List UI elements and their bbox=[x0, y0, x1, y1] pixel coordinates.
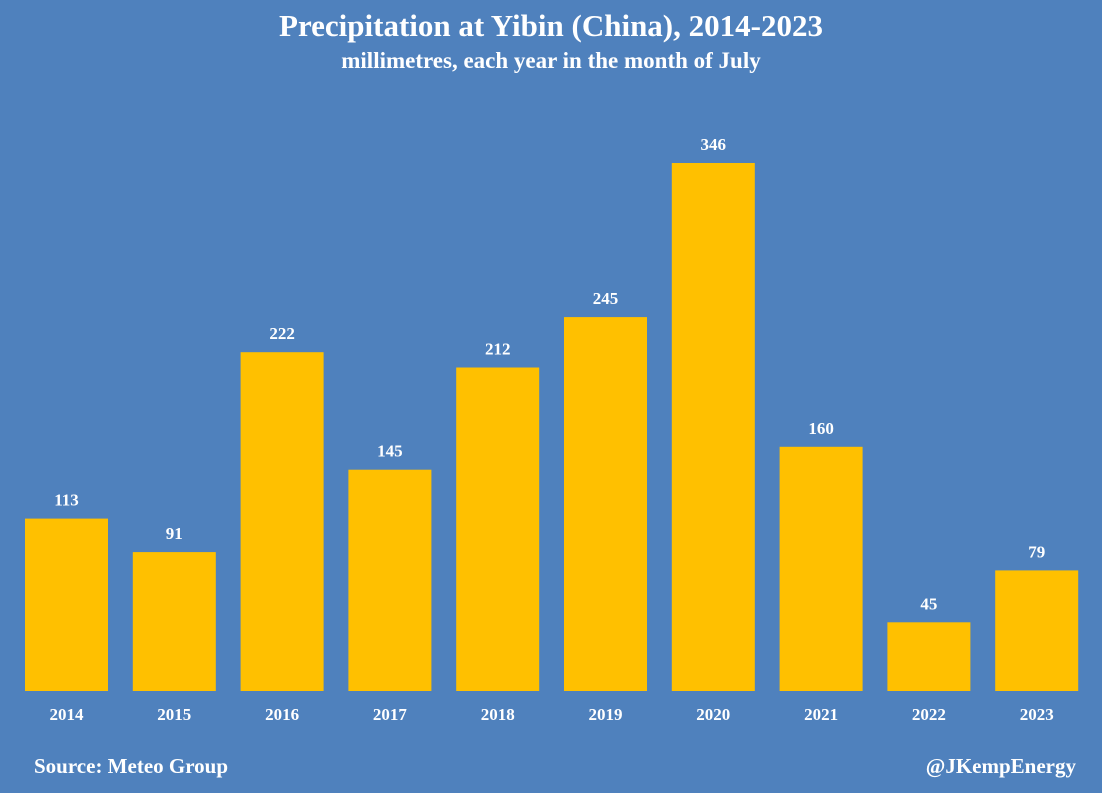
data-label-2017: 145 bbox=[377, 442, 403, 461]
data-label-2021: 160 bbox=[808, 419, 834, 438]
bar-2019 bbox=[564, 317, 647, 691]
bar-2015 bbox=[132, 552, 216, 691]
data-label-2023: 79 bbox=[1028, 542, 1045, 561]
x-tick-label-2014: 2014 bbox=[50, 705, 85, 724]
x-tick-label-2022: 2022 bbox=[912, 705, 946, 724]
bar-2017 bbox=[348, 469, 432, 691]
x-tick-label-2021: 2021 bbox=[804, 705, 838, 724]
bar-2022 bbox=[887, 622, 971, 691]
x-tick-label-2016: 2016 bbox=[265, 705, 299, 724]
data-label-2020: 346 bbox=[701, 135, 727, 154]
bar-2018 bbox=[456, 367, 540, 691]
bar-2016 bbox=[240, 352, 324, 691]
data-label-2014: 113 bbox=[54, 491, 79, 510]
data-label-2016: 222 bbox=[269, 324, 295, 343]
data-label-2022: 45 bbox=[920, 594, 937, 613]
x-tick-label-2023: 2023 bbox=[1020, 705, 1054, 724]
chart-subtitle: millimetres, each year in the month of J… bbox=[341, 48, 761, 73]
data-label-2019: 245 bbox=[593, 289, 619, 308]
bar-2023 bbox=[995, 570, 1079, 691]
x-tick-label-2019: 2019 bbox=[589, 705, 623, 724]
x-tick-label-2018: 2018 bbox=[481, 705, 515, 724]
author-credit: @JKempEnergy bbox=[925, 754, 1076, 778]
bar-2021 bbox=[779, 446, 863, 691]
x-tick-label-2020: 2020 bbox=[696, 705, 730, 724]
bar-2020 bbox=[671, 163, 755, 691]
bar-2014 bbox=[25, 518, 108, 691]
chart-title: Precipitation at Yibin (China), 2014-202… bbox=[279, 8, 823, 43]
source-note: Source: Meteo Group bbox=[34, 754, 229, 778]
x-tick-label-2015: 2015 bbox=[157, 705, 191, 724]
data-label-2018: 212 bbox=[485, 340, 511, 359]
x-tick-label-2017: 2017 bbox=[373, 705, 408, 724]
data-label-2015: 91 bbox=[166, 524, 183, 543]
